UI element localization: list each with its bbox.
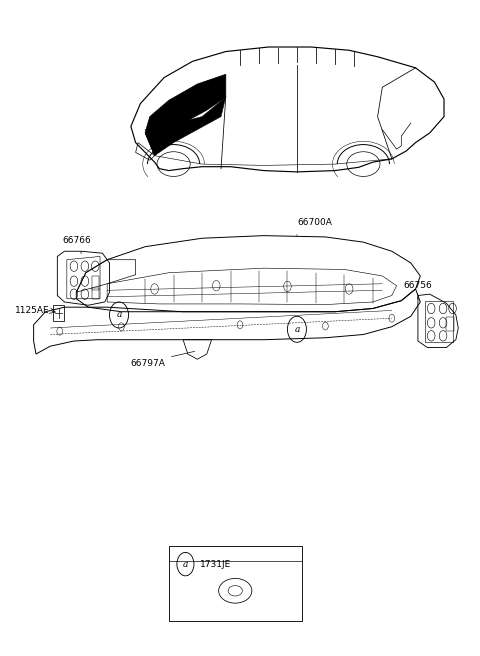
Bar: [92, 276, 99, 290]
Polygon shape: [145, 97, 226, 155]
Text: 66766: 66766: [62, 236, 91, 245]
Text: 66700A: 66700A: [297, 218, 332, 227]
Text: a: a: [294, 325, 300, 334]
Text: a: a: [116, 310, 122, 319]
Text: 1125AE: 1125AE: [14, 306, 49, 315]
Bar: [92, 288, 99, 299]
Bar: [169, 546, 301, 621]
Text: 66756: 66756: [404, 281, 432, 290]
Text: a: a: [183, 560, 188, 569]
Text: 66797A: 66797A: [130, 359, 165, 368]
Bar: [53, 305, 64, 321]
Polygon shape: [145, 74, 226, 155]
Bar: [446, 317, 454, 331]
Text: 1731JE: 1731JE: [200, 560, 231, 569]
